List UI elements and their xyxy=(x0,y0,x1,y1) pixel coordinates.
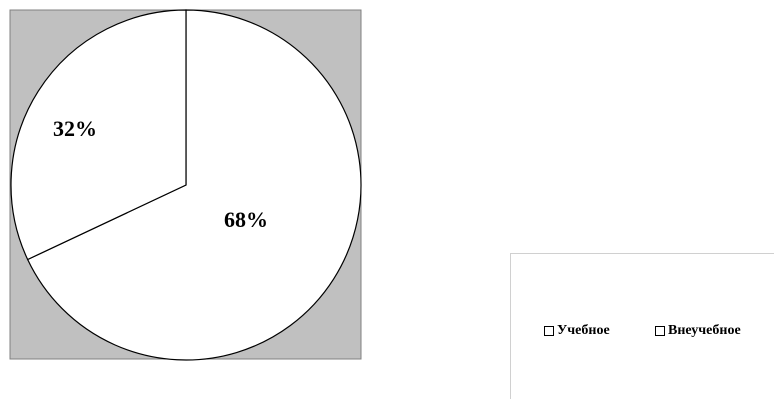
pie-slice-uchebnoe xyxy=(26,9,362,361)
pie-slice-vneuchebnoe xyxy=(10,9,187,261)
data-label-uchebnoe: 68% xyxy=(224,207,268,232)
legend-entry-uchebnoe: Учебное xyxy=(544,323,610,339)
data-label-vneuchebnoe: 32% xyxy=(53,116,97,141)
legend-label-uchebnoe: Учебное xyxy=(557,323,610,338)
legend-entry-vneuchebnoe: Внеучебное xyxy=(655,323,741,339)
legend: Учебное Внеучебное xyxy=(510,253,774,399)
legend-swatch-icon xyxy=(544,326,554,336)
legend-swatch-icon xyxy=(655,326,665,336)
legend-label-vneuchebnoe: Внеучебное xyxy=(668,323,741,338)
